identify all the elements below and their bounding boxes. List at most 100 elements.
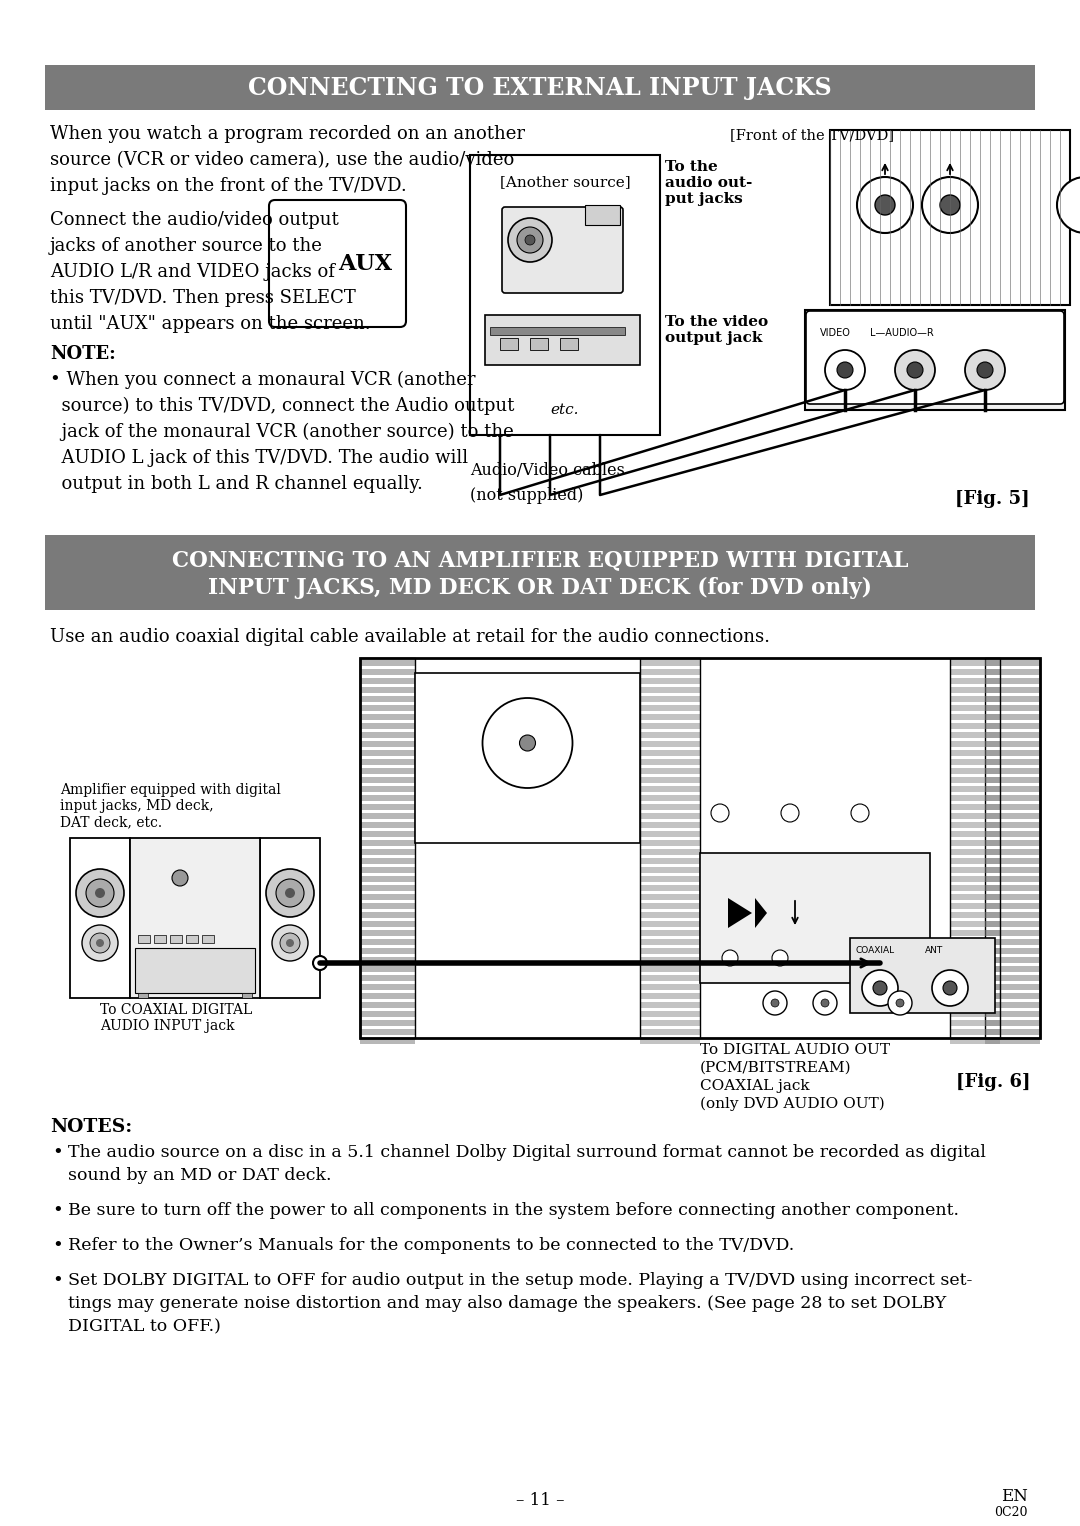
Bar (485, 314, 640, 365)
Bar (640, 661, 700, 665)
Bar (360, 786, 415, 792)
Bar (985, 768, 1040, 774)
Bar (950, 813, 1000, 819)
Bar (950, 749, 1000, 755)
Bar (360, 885, 415, 891)
Bar (360, 813, 415, 819)
Text: •: • (52, 1238, 63, 1254)
Text: INPUT JACKS, MD DECK OR DAT DECK (for DVD only): INPUT JACKS, MD DECK OR DAT DECK (for DV… (208, 577, 872, 598)
Bar (985, 749, 1040, 755)
Bar (985, 823, 1040, 829)
Circle shape (96, 938, 104, 948)
Text: Connect the audio/video output: Connect the audio/video output (50, 211, 339, 229)
Bar (950, 1003, 1000, 1009)
Text: To DIGITAL AUDIO OUT: To DIGITAL AUDIO OUT (700, 1042, 890, 1058)
Circle shape (851, 804, 869, 823)
Bar (360, 732, 415, 739)
Text: L—AUDIO—R: L—AUDIO—R (870, 328, 934, 337)
Bar (985, 668, 1040, 674)
Bar (640, 858, 700, 864)
Circle shape (772, 951, 788, 966)
Text: sound by an MD or DAT deck.: sound by an MD or DAT deck. (68, 1167, 332, 1184)
Bar (950, 922, 1000, 926)
Bar (640, 913, 700, 919)
Bar (950, 668, 1000, 674)
Text: [Another source]: [Another source] (500, 175, 631, 189)
Circle shape (762, 990, 787, 1015)
Circle shape (266, 868, 314, 917)
Bar (950, 832, 1000, 836)
Bar (950, 966, 1000, 972)
Bar (45, 536, 1035, 610)
Bar (640, 832, 700, 836)
Bar (360, 804, 415, 810)
Bar (640, 749, 700, 755)
Bar (415, 673, 640, 842)
Bar (640, 957, 700, 963)
Bar (950, 1029, 1000, 1035)
Bar (490, 327, 625, 336)
Bar (950, 848, 1000, 855)
Bar (360, 687, 415, 693)
Bar (360, 1029, 415, 1035)
Text: [Fig. 5]: [Fig. 5] (956, 490, 1030, 508)
Bar (640, 1012, 700, 1016)
Bar (360, 832, 415, 836)
Circle shape (873, 981, 887, 995)
Bar (138, 993, 148, 998)
Bar (360, 966, 415, 972)
Text: source (VCR or video camera), use the audio/video: source (VCR or video camera), use the au… (50, 151, 514, 169)
Circle shape (858, 177, 913, 233)
Circle shape (771, 1000, 779, 1007)
Bar (640, 714, 700, 720)
Circle shape (276, 879, 303, 906)
Text: tings may generate noise distortion and may also damage the speakers. (See page : tings may generate noise distortion and … (68, 1296, 946, 1312)
Bar (985, 678, 1040, 684)
Bar (360, 658, 1040, 1038)
Bar (640, 813, 700, 819)
Bar (950, 1019, 1000, 1025)
Bar (985, 938, 1040, 945)
Bar (985, 786, 1040, 792)
Bar (138, 935, 150, 943)
Text: EN: EN (1001, 1488, 1028, 1505)
Text: DIGITAL to OFF.): DIGITAL to OFF.) (68, 1318, 221, 1335)
Bar (360, 723, 415, 729)
Circle shape (940, 195, 960, 215)
Bar (640, 1003, 700, 1009)
Polygon shape (728, 897, 752, 928)
Text: When you watch a program recorded on an another: When you watch a program recorded on an … (50, 125, 525, 143)
Circle shape (272, 925, 308, 961)
Bar (950, 984, 1000, 990)
Bar (640, 894, 700, 900)
Bar (985, 858, 1040, 864)
Bar (640, 705, 700, 711)
Bar (360, 984, 415, 990)
Circle shape (525, 235, 535, 246)
Bar (170, 935, 183, 943)
Bar (950, 938, 1000, 945)
Bar (950, 758, 1000, 765)
Polygon shape (755, 897, 767, 928)
Circle shape (907, 362, 923, 378)
Bar (950, 678, 1000, 684)
Bar (985, 867, 1040, 873)
Bar (985, 894, 1040, 900)
Circle shape (896, 1000, 904, 1007)
Bar (985, 1012, 1040, 1016)
Bar (360, 661, 415, 665)
Bar (985, 777, 1040, 783)
Bar (950, 687, 1000, 693)
Bar (202, 935, 214, 943)
Bar (850, 938, 995, 1013)
Bar (640, 668, 700, 674)
Bar (950, 723, 1000, 729)
Bar (640, 885, 700, 891)
Text: NOTES:: NOTES: (50, 1119, 132, 1135)
Bar (360, 1012, 415, 1016)
Bar (640, 696, 700, 702)
Bar (360, 848, 415, 855)
Circle shape (723, 951, 738, 966)
Circle shape (977, 362, 993, 378)
Bar (640, 984, 700, 990)
